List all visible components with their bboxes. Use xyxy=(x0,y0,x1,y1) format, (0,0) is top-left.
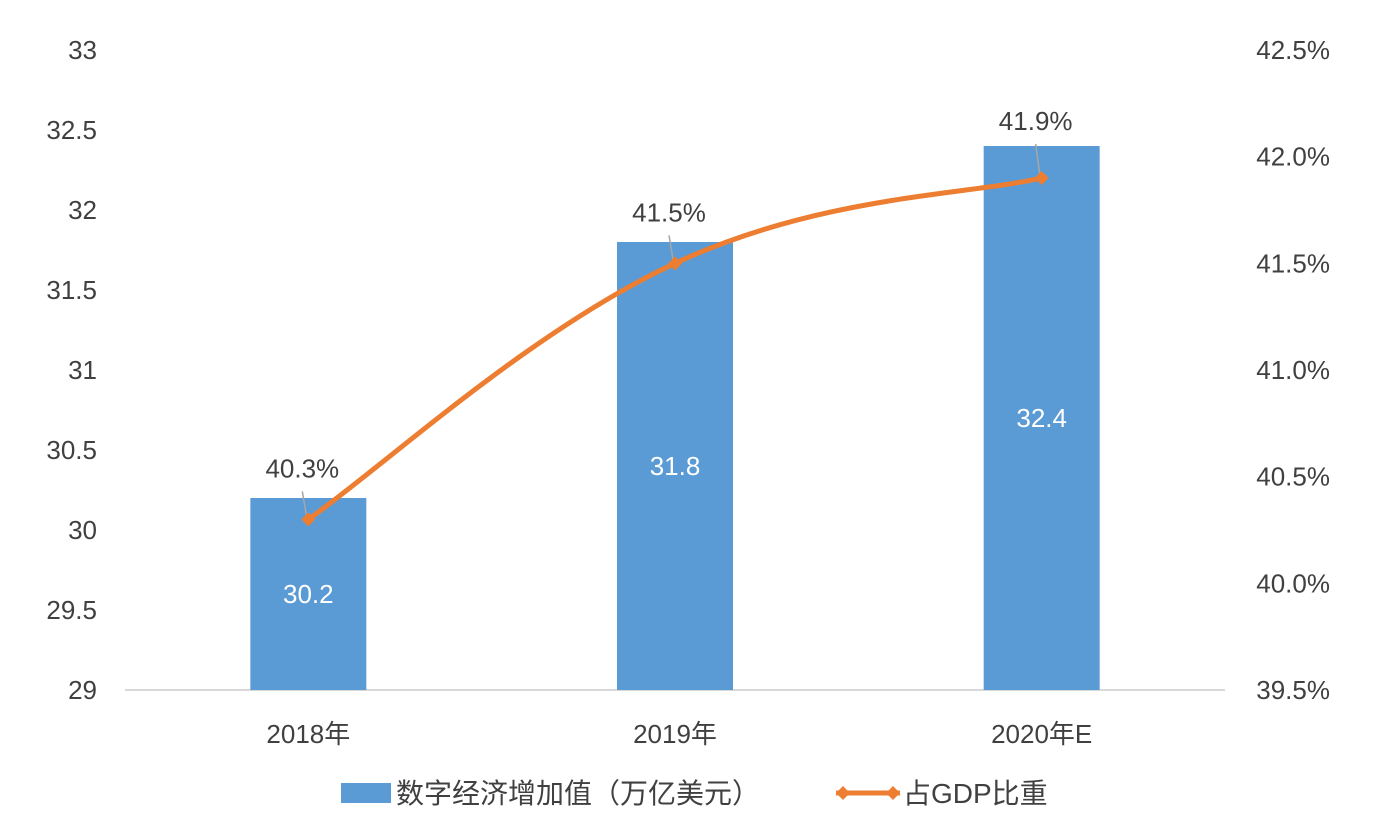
bar xyxy=(983,146,1100,690)
category-label: 2020年E xyxy=(991,719,1092,749)
legend-bar-swatch xyxy=(341,783,391,803)
bar-value-label: 32.4 xyxy=(1016,403,1067,433)
legend: 数字经济增加值（万亿美元） 占GDP比重 xyxy=(341,778,1048,809)
line-series xyxy=(301,171,1049,527)
bar xyxy=(250,498,367,690)
right-tick-label: 40.0% xyxy=(1256,568,1330,598)
category-label: 2019年 xyxy=(633,719,717,749)
line-marker xyxy=(301,512,316,527)
legend-bar-label: 数字经济增加值（万亿美元） xyxy=(396,778,760,809)
line-value-label: 41.9% xyxy=(999,106,1073,136)
leader-line xyxy=(301,491,308,516)
x-axis-categories: 2018年 2019年 2020年E xyxy=(266,719,1092,749)
left-tick-label: 29 xyxy=(68,675,97,705)
leader-lines xyxy=(301,143,1041,516)
left-tick-label: 32.5 xyxy=(46,115,97,145)
line-value-label: 41.5% xyxy=(632,197,706,227)
leader-line xyxy=(668,235,674,260)
right-tick-label: 40.5% xyxy=(1256,462,1330,492)
left-tick-label: 29.5 xyxy=(46,595,97,625)
right-axis-ticks: 39.5% 40.0% 40.5% 41.0% 41.5% 42.0% 42.5% xyxy=(1256,35,1330,705)
right-tick-label: 41.0% xyxy=(1256,355,1330,385)
bar-series xyxy=(250,146,1100,690)
bar xyxy=(617,242,733,690)
legend-line-marker xyxy=(836,786,850,800)
right-tick-label: 39.5% xyxy=(1256,675,1330,705)
left-tick-label: 31 xyxy=(68,355,97,385)
right-tick-label: 42.0% xyxy=(1256,142,1330,172)
category-label: 2018年 xyxy=(266,719,350,749)
line-value-label: 40.3% xyxy=(265,453,339,483)
legend-line-marker xyxy=(886,786,900,800)
right-tick-label: 42.5% xyxy=(1256,35,1330,65)
line-marker xyxy=(1034,171,1049,185)
bar-value-labels: 30.2 31.8 32.4 xyxy=(283,403,1067,609)
left-tick-label: 30.5 xyxy=(46,435,97,465)
left-tick-label: 31.5 xyxy=(46,275,97,305)
line-value-labels: 40.3% 41.5% 41.9% xyxy=(265,106,1072,483)
right-tick-label: 41.5% xyxy=(1256,248,1330,278)
left-tick-label: 32 xyxy=(68,195,97,225)
bar-value-label: 30.2 xyxy=(283,579,334,609)
legend-line-label: 占GDP比重 xyxy=(903,778,1048,809)
leader-line xyxy=(1034,143,1041,175)
left-tick-label: 30 xyxy=(68,515,97,545)
bar-value-label: 31.8 xyxy=(650,451,701,481)
left-axis-ticks: 29 29.5 30 30.5 31 31.5 32 32.5 33 xyxy=(46,35,97,705)
left-tick-label: 33 xyxy=(68,35,97,65)
line-marker xyxy=(668,256,682,271)
